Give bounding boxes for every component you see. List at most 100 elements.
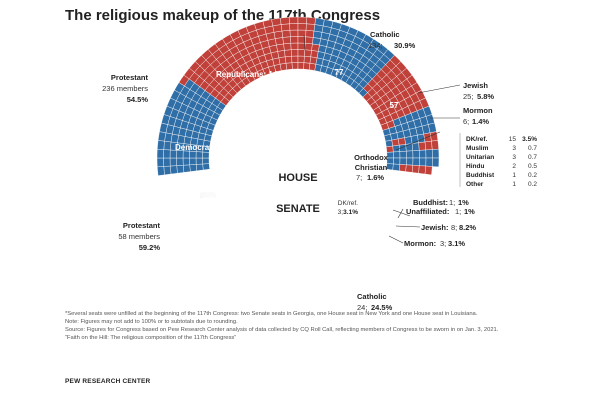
house-seat <box>305 23 316 32</box>
house-rep-protestant-label: Republicans: 141 <box>216 70 282 79</box>
house-rep-catholic-label: 57 <box>390 101 399 110</box>
house-seat <box>169 157 177 167</box>
house-seat <box>202 163 210 171</box>
house-seat <box>314 17 325 27</box>
house-seat <box>183 164 191 173</box>
senate-catholic-name: Catholic <box>357 292 387 301</box>
house-orthodox-count: 7; <box>356 173 362 182</box>
senate-jewish-name: Jewish: <box>421 223 449 232</box>
house-seat <box>202 151 210 159</box>
house-seat <box>291 55 299 63</box>
house-dem-catholic-label: 77 <box>335 68 344 77</box>
senate-buddhist-percent: 1% <box>458 198 469 207</box>
other-table-name: Hindu <box>466 163 484 170</box>
house-seat <box>432 148 440 159</box>
house-catholic-name: Catholic <box>370 30 400 39</box>
house-seat <box>411 165 420 174</box>
other-table-percent: 0.2 <box>528 172 537 179</box>
house-seat <box>157 131 167 142</box>
house-seat <box>291 62 299 70</box>
house-seat <box>398 164 407 172</box>
senate-donut <box>199 191 216 199</box>
house-catholic-percent: 30.9% <box>394 41 416 50</box>
senate-jewish-count: 8; <box>451 223 457 232</box>
other-table: DK/ref. 15 3.5% Muslim 3 0.7 Unitarian 3 0.7 Hind… <box>466 136 537 188</box>
senate-dkref-count: 3; <box>338 209 344 216</box>
senate-dem-catholic-label: 14 <box>342 272 351 281</box>
senate-dem-protestant-label: 21 <box>209 224 218 233</box>
house-seat <box>397 137 406 146</box>
house-seat <box>391 138 400 147</box>
house-seat <box>419 157 427 167</box>
house-seat <box>157 166 165 176</box>
other-table-name: Muslim <box>466 145 489 152</box>
house-seat <box>393 157 401 165</box>
notes: *Several seats were unfilled at the begi… <box>65 310 535 342</box>
senate-protestant-percent: 59.2% <box>139 243 161 252</box>
house-seat <box>405 164 413 173</box>
house-seat <box>170 165 178 175</box>
house-jewish-leader <box>417 84 461 94</box>
other-table-count: 1 <box>512 172 516 179</box>
house-seat <box>288 16 299 24</box>
house-seat <box>424 140 433 151</box>
house-seat <box>425 149 433 159</box>
house-seat <box>297 55 305 63</box>
other-table-count: 3 <box>512 145 516 152</box>
house-seat <box>406 157 414 166</box>
house-seat <box>303 55 312 64</box>
senate-seat <box>199 197 208 199</box>
house-seat <box>304 43 313 51</box>
senate-label: SENATE <box>276 203 320 215</box>
house-seat <box>305 30 315 38</box>
house-seat <box>432 157 440 168</box>
senate-dkref-name: DK/ref. <box>338 200 358 207</box>
other-table-count: 15 <box>509 136 517 143</box>
senate-rep-catholic-label: 10 <box>369 252 378 261</box>
senate-mormon-percent: 3.1% <box>448 239 465 248</box>
senate-mormon-name: Mormon: <box>404 239 436 248</box>
house-seat <box>156 148 164 159</box>
house-seat <box>271 17 282 27</box>
note-report-title: “Faith on the Hill: The religious compos… <box>65 335 237 341</box>
house-orthodox-leader <box>395 131 441 151</box>
house-seat <box>297 62 305 70</box>
house-seat <box>411 142 420 151</box>
note-source: Source: Figures for Congress based on Pe… <box>65 327 499 333</box>
senate-dkref-percent: 3.1% <box>343 209 358 216</box>
house-orthodox-percent: 1.6% <box>367 173 384 182</box>
house-jewish-percent: 5.8% <box>477 92 494 101</box>
house-mormon-percent: 1.4% <box>472 117 489 126</box>
house-seat <box>297 49 306 57</box>
house-seat <box>277 50 286 59</box>
house-seat <box>289 23 299 31</box>
house-seat <box>278 56 287 65</box>
house-jewish-count: 25; <box>463 92 473 101</box>
house-seat <box>290 49 299 57</box>
house-seat <box>189 150 197 159</box>
house-seat <box>386 145 394 153</box>
house-seat <box>283 43 292 51</box>
house-seat <box>297 42 306 50</box>
house-seat <box>425 157 433 167</box>
house-seat <box>406 150 414 159</box>
house-seat <box>284 55 293 64</box>
house-seat <box>297 23 307 31</box>
other-table-name: Unitarian <box>466 154 494 161</box>
house-orthodox-name: Orthodox <box>354 153 389 162</box>
senate-protestant-count: 58 members <box>118 232 160 241</box>
senate-jewish-percent: 8.2% <box>459 223 476 232</box>
note-rounding: Note: Figures may not add to 100% or to … <box>65 319 238 325</box>
senate-catholic-percent: 24.5% <box>371 303 393 312</box>
house-seat <box>412 150 420 159</box>
house-seat <box>195 163 204 172</box>
other-table-percent: 0.2 <box>528 181 537 188</box>
leader-lines <box>303 34 461 244</box>
house-seat <box>285 62 293 70</box>
house-seat <box>419 149 427 159</box>
house-seat <box>163 157 171 167</box>
house-seat <box>202 157 210 165</box>
senate-buddhist-leader <box>397 208 404 219</box>
other-table-count: 2 <box>512 163 516 170</box>
other-table-percent: 0.7 <box>528 145 537 152</box>
